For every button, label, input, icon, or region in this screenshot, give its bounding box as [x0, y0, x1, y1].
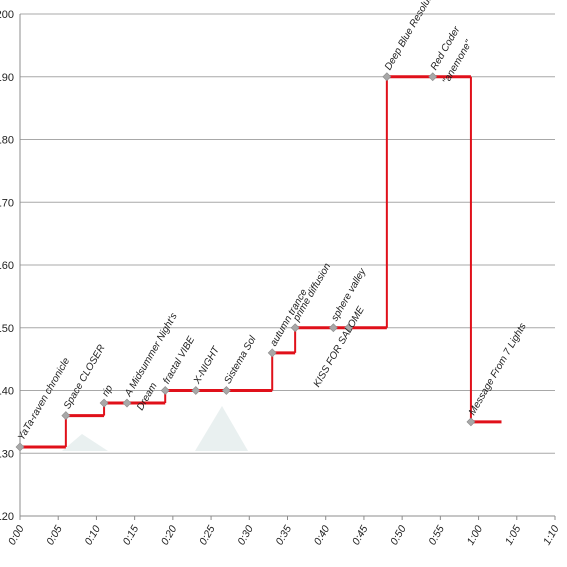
track-label-rip: rip	[100, 383, 115, 399]
shade-layer	[62, 406, 248, 451]
track-marker-yata-raven-chronicle	[15, 442, 25, 452]
track-marker-a-midsummer-night-s-dream	[122, 398, 132, 408]
y-tick-label: 120	[0, 511, 14, 523]
track-marker-x-night	[191, 386, 201, 395]
y-tick-label: 200	[0, 9, 14, 21]
track-marker-space-closer	[61, 411, 71, 421]
track-marker-autumn-trance	[267, 348, 277, 358]
marker-layer	[15, 72, 476, 452]
y-tick-label: 130	[0, 448, 14, 460]
track-marker-sistema-sol	[221, 386, 231, 395]
y-tick-label: 180	[0, 135, 14, 147]
track-marker-deep-blue-resolution	[382, 72, 392, 82]
track-marker-kiss-for-salome	[344, 323, 354, 333]
line-layer	[20, 75, 502, 449]
y-tick-label: 150	[0, 323, 14, 335]
track-marker-fractal-vibe	[160, 386, 170, 395]
track-marker-prime-diffusion	[290, 323, 300, 333]
track-marker-message-from-7-lights	[466, 417, 476, 427]
track-marker-rip	[99, 398, 109, 408]
track-marker-sphere-valley	[328, 323, 338, 333]
y-tick-label: 140	[0, 386, 14, 398]
track-marker-red-coder-anemone	[428, 72, 438, 82]
shade-triangle	[62, 434, 108, 451]
shade-triangle	[195, 406, 248, 451]
y-tick-label: 160	[0, 260, 14, 272]
y-tick-label: 170	[0, 197, 14, 209]
y-tick-label: 190	[0, 72, 14, 84]
